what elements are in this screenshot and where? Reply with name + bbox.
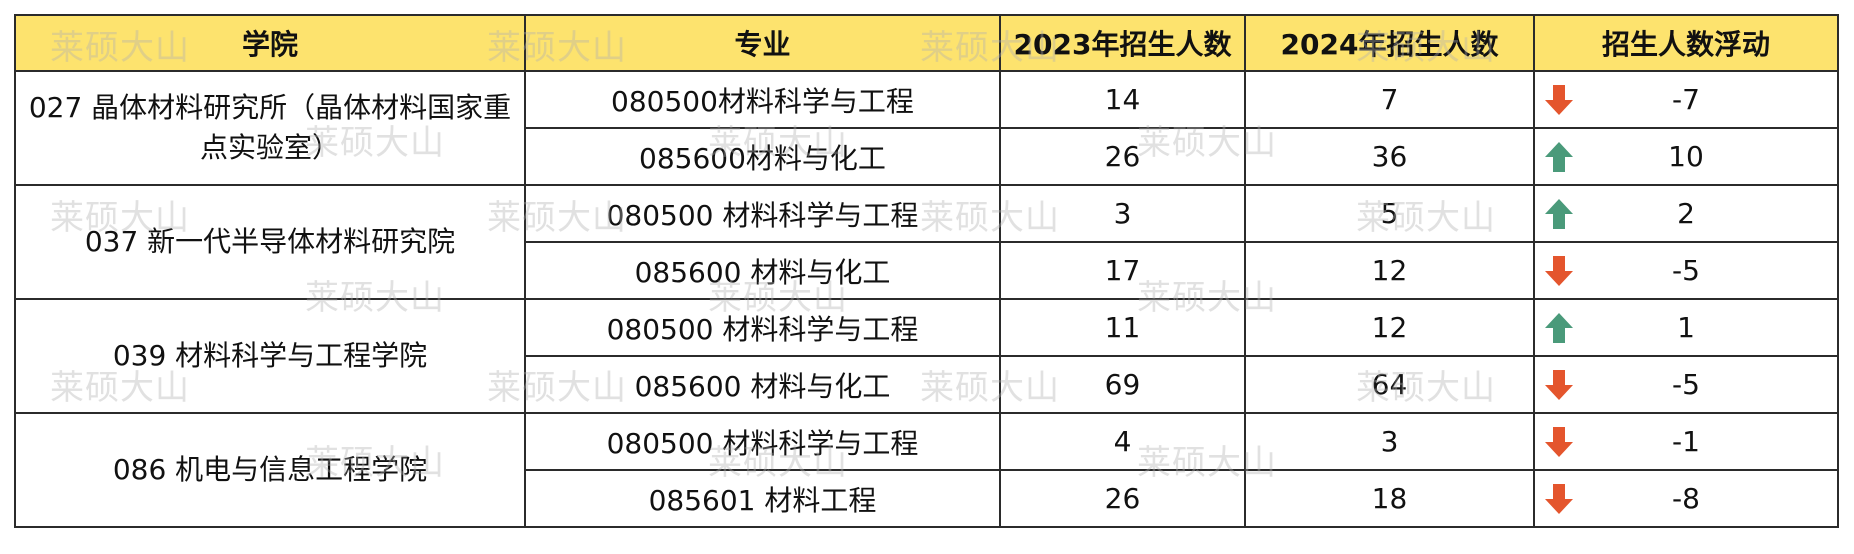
change-value: -8: [1672, 482, 1700, 515]
major-cell: 080500 材料科学与工程: [524, 412, 1001, 471]
count-2023-cell: 69: [999, 355, 1246, 414]
header-2023: 2023年招生人数: [999, 14, 1246, 72]
table-row: 086 机电与信息工程学院 080500 材料科学与工程 4 3 -1: [14, 412, 1839, 528]
change-value: -7: [1672, 83, 1700, 116]
change-cell: 1: [1533, 298, 1839, 357]
header-major: 专业: [524, 14, 1001, 72]
change-value: 10: [1668, 140, 1704, 173]
major-cell: 085600 材料与化工: [524, 355, 1001, 414]
table-row: 027 晶体材料研究所（晶体材料国家重点实验室） 080500材料科学与工程 14 7…: [14, 70, 1839, 186]
count-2023-cell: 11: [999, 298, 1246, 357]
change-cell: 10: [1533, 127, 1839, 186]
change-cell: -1: [1533, 412, 1839, 471]
arrow-down-icon: [1543, 83, 1575, 117]
school-cell: 037 新一代半导体材料研究院: [14, 184, 526, 300]
header-row: 学院 专业 2023年招生人数 2024年招生人数 招生人数浮动: [14, 14, 1839, 72]
change-cell: -5: [1533, 241, 1839, 300]
table-row: 085600 材料与化工 69 64 -5: [15, 355, 1839, 414]
major-cell: 085601 材料工程: [524, 469, 1001, 528]
count-2024-cell: 3: [1244, 412, 1535, 471]
table-row: 085600 材料与化工 17 12 -5: [15, 241, 1839, 300]
major-cell: 080500材料科学与工程: [524, 70, 1001, 129]
table-body: 027 晶体材料研究所（晶体材料国家重点实验室） 080500材料科学与工程 14 7…: [14, 70, 1839, 528]
arrow-down-icon: [1543, 425, 1575, 459]
arrow-up-icon: [1543, 311, 1575, 345]
header-2024: 2024年招生人数: [1244, 14, 1535, 72]
table-row: 085601 材料工程 26 18 -8: [15, 469, 1839, 528]
count-2023-cell: 14: [999, 70, 1246, 129]
change-cell: -5: [1533, 355, 1839, 414]
enrollment-table: 学院 专业 2023年招生人数 2024年招生人数 招生人数浮动 027 晶体材…: [14, 14, 1839, 528]
arrow-down-icon: [1543, 254, 1575, 288]
count-2024-cell: 18: [1244, 469, 1535, 528]
change-value: -5: [1672, 254, 1700, 287]
change-value: 1: [1677, 311, 1695, 344]
arrow-down-icon: [1543, 482, 1575, 516]
count-2023-cell: 26: [999, 469, 1246, 528]
change-value: -5: [1672, 368, 1700, 401]
header-school: 学院: [14, 14, 526, 72]
school-cell: 027 晶体材料研究所（晶体材料国家重点实验室）: [14, 70, 526, 186]
count-2024-cell: 12: [1244, 241, 1535, 300]
header-change: 招生人数浮动: [1533, 14, 1839, 72]
arrow-up-icon: [1543, 197, 1575, 231]
table-row: 039 材料科学与工程学院 080500 材料科学与工程 11 12 1: [14, 298, 1839, 414]
major-cell: 085600材料与化工: [524, 127, 1001, 186]
school-cell: 039 材料科学与工程学院: [14, 298, 526, 414]
major-cell: 085600 材料与化工: [524, 241, 1001, 300]
change-cell: 2: [1533, 184, 1839, 243]
count-2024-cell: 36: [1244, 127, 1535, 186]
arrow-down-icon: [1543, 368, 1575, 402]
school-cell: 086 机电与信息工程学院: [14, 412, 526, 528]
count-2024-cell: 7: [1244, 70, 1535, 129]
count-2023-cell: 4: [999, 412, 1246, 471]
count-2024-cell: 5: [1244, 184, 1535, 243]
count-2023-cell: 3: [999, 184, 1246, 243]
change-cell: -7: [1533, 70, 1839, 129]
count-2024-cell: 12: [1244, 298, 1535, 357]
count-2024-cell: 64: [1244, 355, 1535, 414]
change-cell: -8: [1533, 469, 1839, 528]
count-2023-cell: 17: [999, 241, 1246, 300]
table-row: 037 新一代半导体材料研究院 080500 材料科学与工程 3 5 2: [14, 184, 1839, 300]
count-2023-cell: 26: [999, 127, 1246, 186]
change-value: 2: [1677, 197, 1695, 230]
table-row: 085600材料与化工 26 36 10: [15, 127, 1839, 186]
major-cell: 080500 材料科学与工程: [524, 298, 1001, 357]
change-value: -1: [1672, 425, 1700, 458]
major-cell: 080500 材料科学与工程: [524, 184, 1001, 243]
arrow-up-icon: [1543, 140, 1575, 174]
